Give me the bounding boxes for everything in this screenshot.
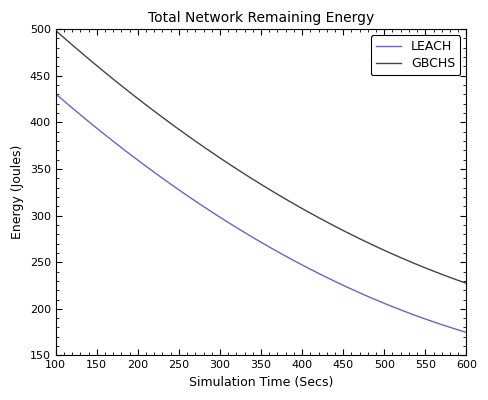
GBCHS — [248, 176, 254, 180]
LEACH — [389, 304, 395, 309]
GBCHS — [250, 177, 256, 182]
GBCHS — [453, 277, 459, 282]
LEACH — [250, 235, 256, 240]
LEACH — [464, 330, 469, 335]
LEACH — [453, 327, 459, 332]
GBCHS — [389, 252, 395, 256]
Title: Total Network Remaining Energy: Total Network Remaining Energy — [148, 11, 374, 25]
GBCHS — [53, 28, 59, 33]
Y-axis label: Energy (Joules): Energy (Joules) — [11, 145, 24, 240]
Line: LEACH: LEACH — [56, 94, 467, 332]
GBCHS — [275, 192, 281, 197]
LEACH — [53, 92, 59, 96]
LEACH — [248, 234, 254, 238]
LEACH — [275, 250, 281, 254]
GBCHS — [297, 205, 303, 210]
Legend: LEACH, GBCHS: LEACH, GBCHS — [371, 35, 460, 75]
Line: GBCHS: GBCHS — [56, 30, 467, 283]
GBCHS — [464, 281, 469, 286]
LEACH — [297, 262, 303, 266]
X-axis label: Simulation Time (Secs): Simulation Time (Secs) — [189, 376, 333, 389]
